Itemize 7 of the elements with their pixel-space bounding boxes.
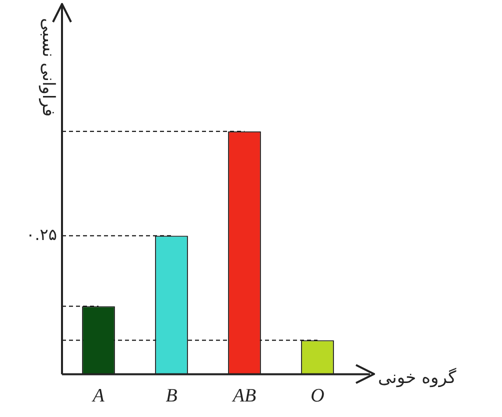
x-tick-label: O (310, 386, 325, 407)
x-tick-label: AB (230, 386, 256, 407)
x-tick-label: A (90, 386, 105, 407)
y-axis-title: فراوانی نسبی (37, 18, 58, 119)
x-axis-title: گروه خونی (378, 368, 456, 388)
ref-line-label: ۰.۲۵ (26, 224, 57, 244)
x-tick-label: B (166, 386, 178, 407)
